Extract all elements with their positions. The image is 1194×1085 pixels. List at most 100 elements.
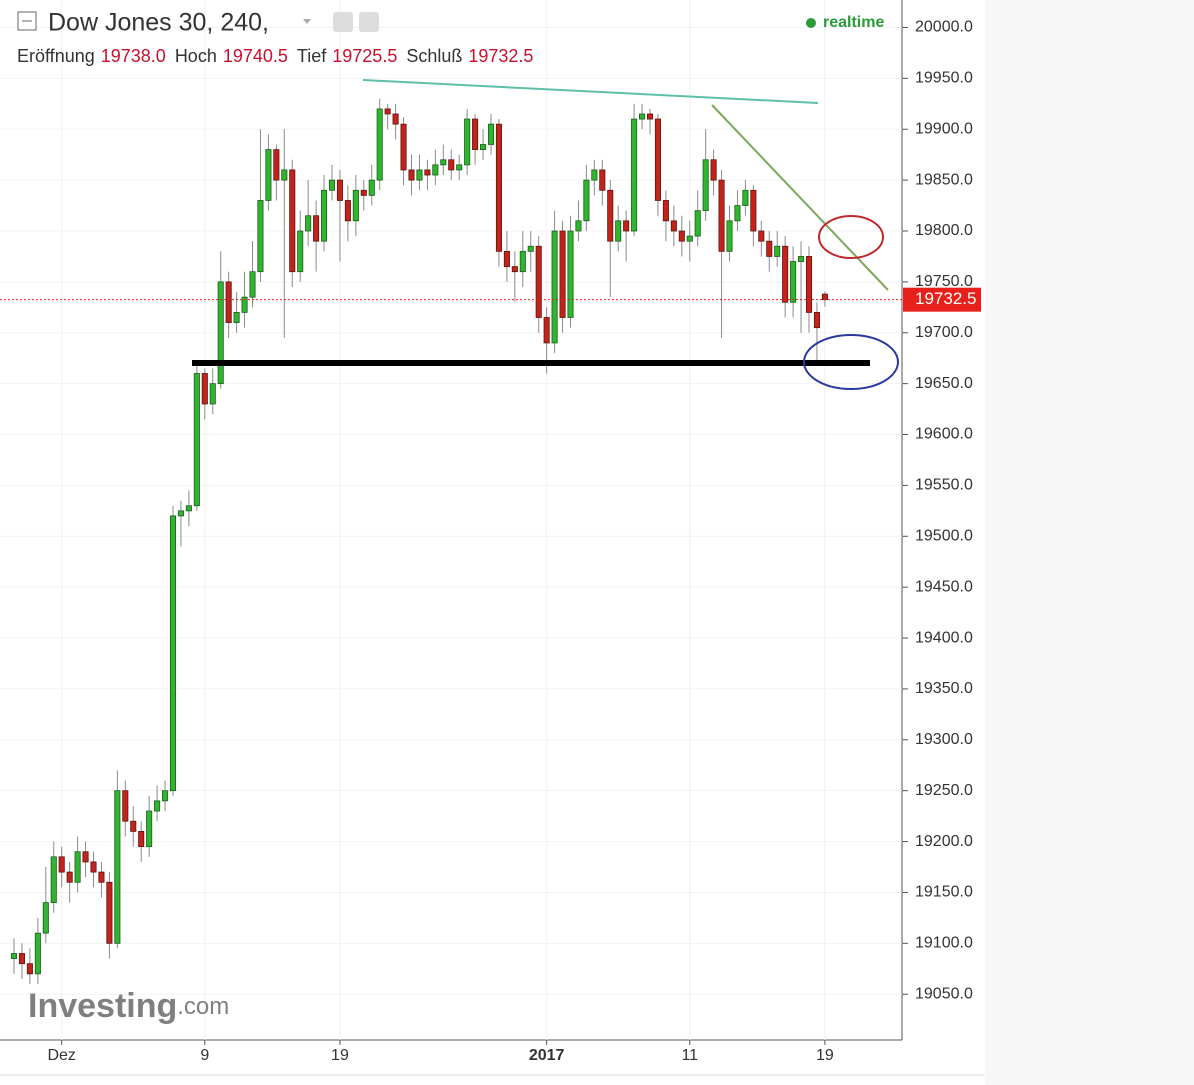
candle-body — [718, 179, 725, 252]
candle-body — [376, 108, 383, 181]
ohlc-label: Schluß — [406, 46, 462, 66]
candle-body — [472, 118, 479, 150]
ohlc-header: Eröffnung 19738.0 Hoch 19740.5 Tief 19725.5 Sc… — [17, 46, 533, 66]
y-tick-label: 19350.0 — [915, 680, 973, 697]
x-tick-label: 19 — [816, 1047, 834, 1064]
candle-body — [631, 118, 638, 232]
candle-body — [360, 189, 367, 196]
candle-body — [106, 881, 113, 944]
candle-body — [10, 953, 18, 959]
candle-body — [18, 953, 25, 965]
realtime-label: realtime — [823, 14, 884, 31]
realtime-dot — [806, 18, 816, 28]
candle-body — [177, 510, 184, 517]
last-price-label: 19732.5 — [915, 289, 976, 308]
candle-body — [90, 861, 97, 873]
candle-body — [400, 123, 407, 171]
candle-body — [273, 149, 280, 181]
candle-body — [790, 261, 797, 303]
red-ellipse — [818, 215, 884, 259]
candle-body — [424, 169, 431, 176]
candle-body — [321, 189, 328, 242]
side-panel — [985, 0, 1194, 1085]
candle-body — [615, 220, 622, 242]
candle-body — [440, 159, 447, 166]
candle-body — [408, 169, 415, 181]
candle-body — [678, 230, 685, 242]
y-tick-label: 19100.0 — [915, 935, 973, 952]
y-tick-label: 19200.0 — [915, 833, 973, 850]
x-tick-label: 11 — [681, 1047, 698, 1064]
candle-body — [368, 179, 375, 196]
candle-body — [42, 902, 49, 934]
candle-body — [535, 245, 542, 318]
candle-body — [193, 373, 200, 507]
candle-body — [575, 220, 582, 232]
candle-body — [225, 281, 232, 323]
candle-body — [551, 230, 558, 344]
candle-body — [464, 118, 471, 166]
dropdown-icon[interactable] — [303, 19, 311, 24]
grid — [0, 0, 902, 1040]
ohlc-label: Hoch — [175, 46, 217, 66]
candle-body — [456, 164, 463, 171]
candle-body — [209, 383, 216, 405]
y-tick-label: 19950.0 — [915, 70, 973, 87]
candle-body — [702, 159, 709, 212]
last-price-box — [903, 287, 981, 312]
y-tick-label: 19550.0 — [915, 477, 973, 494]
candle-body — [241, 296, 248, 313]
candle-body — [185, 505, 192, 512]
candle-body — [519, 250, 526, 273]
ohlc-value: 19725.5 — [332, 46, 397, 66]
candle-body — [766, 240, 773, 257]
watermark-suffix: .com — [177, 993, 229, 1020]
y-tick-label: 19500.0 — [915, 528, 973, 545]
candle-body — [281, 169, 288, 181]
candle-body — [710, 159, 717, 181]
y-tick-label: 19600.0 — [915, 426, 973, 443]
candle-body — [686, 235, 693, 242]
x-tick-label: 19 — [331, 1047, 349, 1064]
candle-body — [328, 179, 336, 191]
candle-body — [217, 281, 224, 385]
candle-body — [162, 790, 169, 802]
candle-body — [392, 113, 399, 125]
gear-icon[interactable] — [359, 12, 379, 32]
candle-body — [416, 169, 423, 181]
candle-body — [138, 830, 145, 848]
candle-body — [233, 312, 240, 323]
ohlc-value: 19738.0 — [101, 46, 166, 66]
candle-body — [726, 220, 733, 252]
settings-icon[interactable] — [333, 12, 353, 32]
candle-body — [511, 266, 518, 273]
candle-body — [503, 250, 510, 268]
watermark-brand: Investing — [28, 987, 177, 1025]
candle-body — [146, 810, 153, 848]
candle-body — [313, 215, 320, 242]
candle-body — [646, 113, 654, 120]
candle-body — [384, 108, 391, 115]
downtrend-line — [711, 104, 889, 291]
x-tick-label: 9 — [200, 1047, 209, 1064]
candle-body — [591, 169, 598, 181]
candle-body — [130, 820, 137, 832]
candle-body — [623, 220, 630, 232]
candle-body — [257, 200, 264, 273]
candle-body — [527, 245, 534, 252]
y-tick-label: 19250.0 — [915, 782, 973, 799]
candle-body — [774, 245, 781, 257]
candle-body — [289, 169, 296, 273]
candle-body — [82, 851, 89, 863]
ohlc-label: Tief — [297, 46, 327, 66]
candle-body — [782, 245, 789, 303]
candle-body — [122, 790, 129, 822]
y-tick-label: 19150.0 — [915, 884, 973, 901]
blue-ellipse — [803, 334, 899, 390]
candle-body — [352, 189, 359, 222]
candle-body — [265, 149, 272, 201]
y-tick-label: 20000.0 — [915, 19, 973, 36]
candle-body — [670, 220, 677, 232]
candle-body — [26, 963, 33, 975]
